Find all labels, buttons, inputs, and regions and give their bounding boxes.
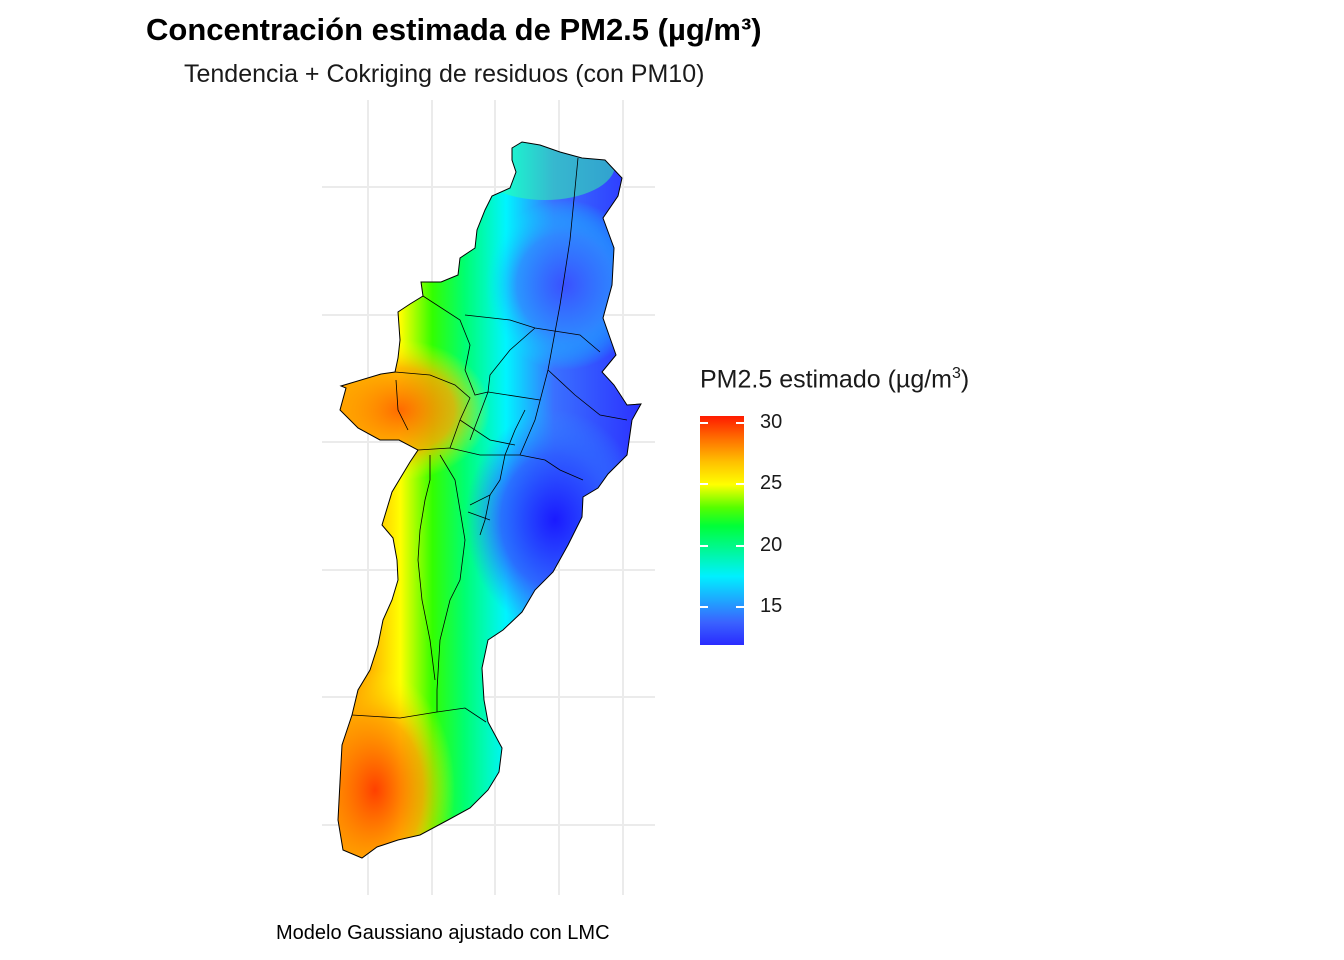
map-caption: Modelo Gaussiano ajustado con LMC: [276, 922, 610, 944]
legend-title-close: ): [960, 365, 970, 394]
district-boundaries: [351, 157, 628, 723]
map-subtitle: Tendencia + Cokriging de residuos (con P…: [184, 60, 705, 88]
legend-title: PM2.5 estimado (µg/m3): [700, 365, 969, 394]
pm25-surface: [338, 142, 641, 858]
legend-tick-left: [700, 422, 708, 424]
legend-title-superscript: 3: [952, 365, 961, 382]
legend-tick-label: 30: [760, 411, 783, 433]
map-title: Concentración estimada de PM2.5 (µg/m³): [146, 12, 762, 47]
legend-tick-label: 15: [760, 595, 783, 617]
legend-tick-right: [736, 422, 744, 424]
legend-tick-left: [700, 545, 708, 547]
legend-tick-left: [700, 606, 708, 608]
legend-tick-left: [700, 483, 708, 485]
legend-colorbar: [700, 416, 744, 645]
legend-tick-label: 20: [760, 534, 783, 556]
legend-title-text: PM2.5 estimado (µg/m: [700, 365, 952, 394]
legend-tick-label: 25: [760, 472, 783, 494]
legend-tick-right: [736, 545, 744, 547]
legend-tick-right: [736, 483, 744, 485]
legend-tick-right: [736, 606, 744, 608]
